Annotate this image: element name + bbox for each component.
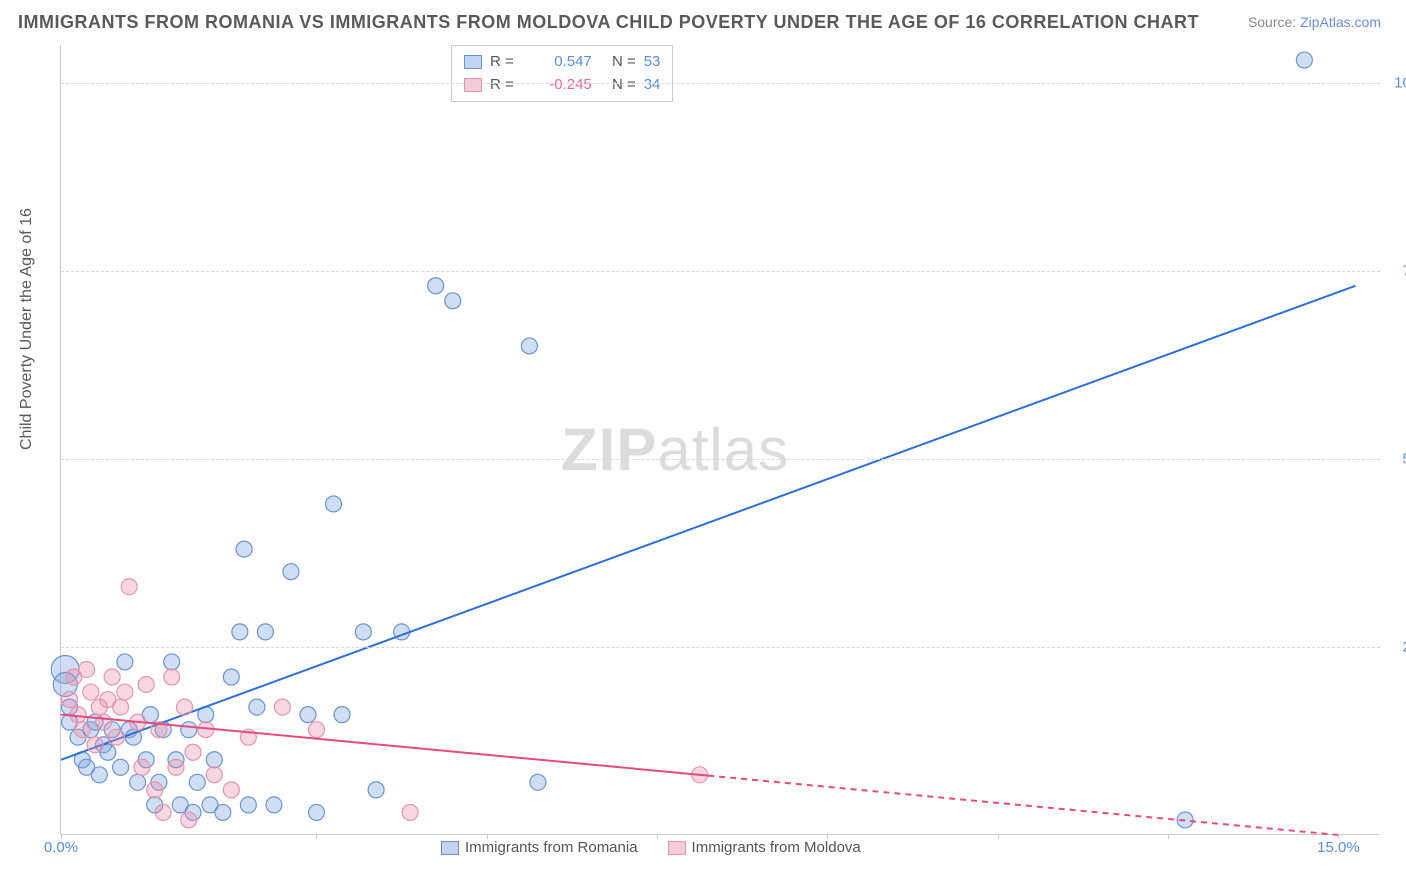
data-point (74, 722, 90, 738)
data-point (428, 278, 444, 294)
data-point (83, 684, 99, 700)
x-tick-mark (1168, 834, 1169, 839)
y-tick-label: 75.0% (1402, 262, 1406, 279)
data-point (300, 707, 316, 723)
data-point (130, 774, 146, 790)
chart-title: IMMIGRANTS FROM ROMANIA VS IMMIGRANTS FR… (18, 12, 1199, 33)
data-point (240, 797, 256, 813)
data-point (164, 654, 180, 670)
x-tick-label: 0.0% (44, 839, 78, 856)
x-tick-mark (316, 834, 317, 839)
source-label: Source: (1248, 14, 1296, 30)
source-attribution: Source: ZipAtlas.com (1248, 14, 1381, 30)
data-point (113, 759, 129, 775)
x-tick-mark (827, 834, 828, 839)
gridline (61, 83, 1380, 84)
trend-line (61, 715, 708, 776)
data-point (249, 699, 265, 715)
data-point (185, 744, 201, 760)
legend-item-romania: Immigrants from Romania (441, 839, 638, 856)
data-point (91, 767, 107, 783)
swatch-moldova-icon (668, 841, 686, 855)
data-point (168, 759, 184, 775)
y-axis-label: Child Poverty Under the Age of 16 (18, 208, 36, 450)
chart-plot-area: ZIPatlas R = 0.547 N = 53 R = -0.245 N =… (60, 45, 1380, 835)
series-legend: Immigrants from Romania Immigrants from … (441, 839, 861, 856)
data-point (96, 714, 112, 730)
data-point (368, 782, 384, 798)
data-point (283, 564, 299, 580)
data-point (308, 722, 324, 738)
data-point (62, 692, 78, 708)
data-point (206, 767, 222, 783)
x-tick-mark (657, 834, 658, 839)
data-point (206, 752, 222, 768)
data-point (138, 677, 154, 693)
data-point (104, 669, 120, 685)
y-tick-label: 50.0% (1402, 450, 1406, 467)
data-point (108, 729, 124, 745)
scatter-svg (61, 45, 1380, 834)
data-point (521, 338, 537, 354)
data-point (117, 684, 133, 700)
data-point (445, 293, 461, 309)
data-point (181, 812, 197, 828)
data-point (326, 496, 342, 512)
swatch-romania-icon (441, 841, 459, 855)
trend-line (61, 286, 1355, 760)
data-point (189, 774, 205, 790)
data-point (236, 541, 252, 557)
gridline (61, 271, 1380, 272)
legend-label-moldova: Immigrants from Moldova (692, 839, 861, 856)
data-point (79, 661, 95, 677)
data-point (1296, 52, 1312, 68)
data-point (134, 759, 150, 775)
legend-item-moldova: Immigrants from Moldova (668, 839, 861, 856)
y-tick-label: 25.0% (1402, 638, 1406, 655)
gridline (61, 647, 1380, 648)
data-point (274, 699, 290, 715)
data-point (87, 737, 103, 753)
data-point (215, 804, 231, 820)
data-point (181, 722, 197, 738)
y-tick-label: 100.0% (1394, 74, 1406, 91)
x-tick-label: 15.0% (1317, 839, 1360, 856)
data-point (113, 699, 129, 715)
data-point (355, 624, 371, 640)
data-point (334, 707, 350, 723)
data-point (121, 579, 137, 595)
trend-line-extrapolated (708, 776, 1338, 835)
data-point (257, 624, 273, 640)
data-point (164, 669, 180, 685)
x-tick-mark (487, 834, 488, 839)
gridline (61, 459, 1380, 460)
x-tick-mark (998, 834, 999, 839)
data-point (117, 654, 133, 670)
data-point (223, 782, 239, 798)
data-point (308, 804, 324, 820)
data-point (147, 782, 163, 798)
source-link[interactable]: ZipAtlas.com (1300, 14, 1381, 30)
data-point (530, 774, 546, 790)
data-point (70, 707, 86, 723)
data-point (266, 797, 282, 813)
data-point (176, 699, 192, 715)
data-point (223, 669, 239, 685)
legend-label-romania: Immigrants from Romania (465, 839, 638, 856)
data-point (402, 804, 418, 820)
data-point (155, 804, 171, 820)
data-point (232, 624, 248, 640)
